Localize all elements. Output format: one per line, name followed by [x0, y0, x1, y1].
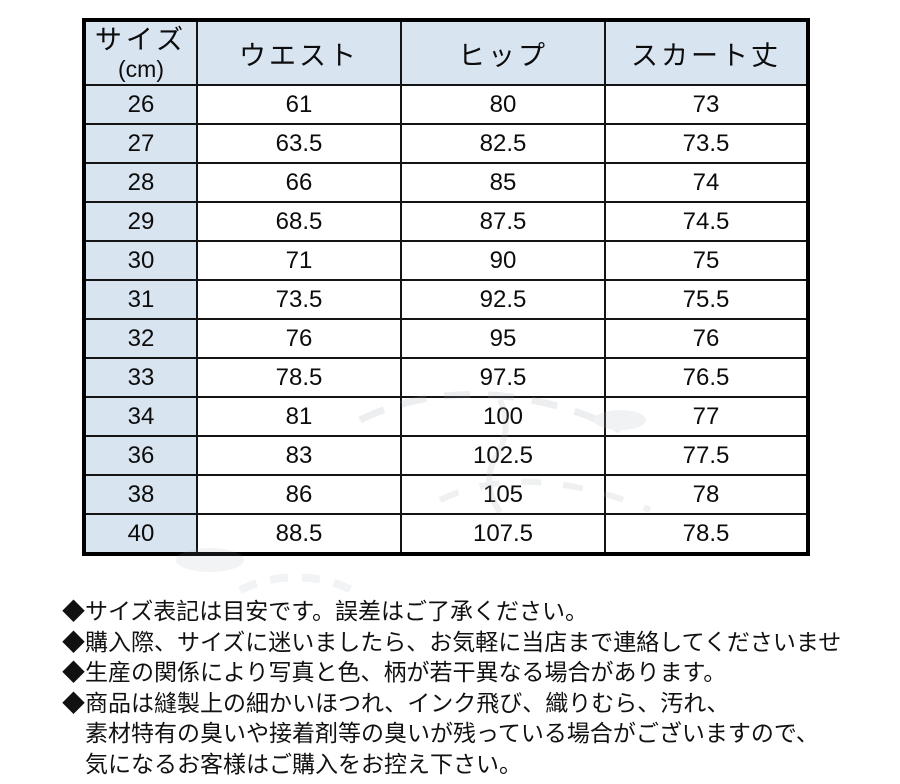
table-row: 36 83 102.5 77.5	[83, 435, 809, 476]
size-cell: 34	[83, 396, 198, 437]
size-cell: 31	[83, 279, 198, 320]
skirt-length-cell: 78.5	[604, 513, 809, 555]
table-row: 27 63.5 82.5 73.5	[83, 123, 809, 164]
note-line: 気になるお客様はご購入をお控え下さい。	[85, 750, 522, 777]
hip-cell: 85	[400, 162, 606, 203]
size-cell: 38	[83, 474, 198, 515]
note-line: ◆商品は縫製上の細かいほつれ、インク飛び、織りむら、汚れ、	[62, 689, 730, 716]
table-row: 30 71 90 75	[83, 240, 809, 281]
table-row: 33 78.5 97.5 76.5	[83, 357, 809, 398]
column-header-size: サイズ (cm)	[83, 19, 198, 86]
hip-cell: 102.5	[400, 435, 606, 476]
size-cell: 32	[83, 318, 198, 359]
waist-cell: 76	[196, 318, 402, 359]
skirt-length-cell: 78	[604, 474, 809, 515]
waist-cell: 78.5	[196, 357, 402, 398]
skirt-length-cell: 74	[604, 162, 809, 203]
waist-cell: 83	[196, 435, 402, 476]
note-line: ◆サイズ表記は目安です。誤差はご了承ください。	[62, 598, 589, 624]
skirt-length-cell: 74.5	[604, 201, 809, 242]
size-cell: 27	[83, 123, 198, 164]
size-cell: 36	[83, 435, 198, 476]
table-row: 28 66 85 74	[83, 162, 809, 203]
size-chart-table-wrap: サイズ (cm) ウエスト ヒップ スカート丈 26 61 80 73 27 6…	[82, 18, 810, 556]
hip-cell: 90	[400, 240, 606, 281]
column-header-skirt-length: スカート丈	[604, 19, 809, 86]
hip-cell: 95	[400, 318, 606, 359]
column-header-size-label: サイズ	[94, 24, 188, 55]
hip-cell: 105	[400, 474, 606, 515]
table-row: 26 61 80 73	[83, 84, 809, 125]
table-row: 32 76 95 76	[83, 318, 809, 359]
skirt-length-cell: 73	[604, 84, 809, 125]
hip-cell: 92.5	[400, 279, 606, 320]
table-row: 38 86 105 78	[83, 474, 809, 515]
hip-cell: 80	[400, 84, 606, 125]
size-cell: 33	[83, 357, 198, 398]
waist-cell: 61	[196, 84, 402, 125]
size-cell: 30	[83, 240, 198, 281]
skirt-length-cell: 76	[604, 318, 809, 359]
size-cell: 40	[83, 513, 198, 555]
waist-cell: 86	[196, 474, 402, 515]
table-row: 34 81 100 77	[83, 396, 809, 437]
waist-cell: 88.5	[196, 513, 402, 555]
size-cell: 26	[83, 84, 198, 125]
skirt-length-cell: 76.5	[604, 357, 809, 398]
table-row: 31 73.5 92.5 75.5	[83, 279, 809, 320]
note-line: 素材特有の臭いや接着剤等の臭いが残っている場合がございますので、	[85, 720, 819, 746]
skirt-length-cell: 75	[604, 240, 809, 281]
skirt-length-cell: 77	[604, 396, 809, 437]
size-chart-table: サイズ (cm) ウエスト ヒップ スカート丈 26 61 80 73 27 6…	[82, 18, 810, 556]
waist-cell: 81	[196, 396, 402, 437]
size-cell: 28	[83, 162, 198, 203]
waist-cell: 68.5	[196, 201, 402, 242]
hip-cell: 107.5	[400, 513, 606, 555]
size-cell: 29	[83, 201, 198, 242]
skirt-length-cell: 73.5	[604, 123, 809, 164]
hip-cell: 100	[400, 396, 606, 437]
column-header-waist: ウエスト	[196, 19, 402, 86]
hip-cell: 87.5	[400, 201, 606, 242]
note-line: ◆生産の関係により写真と色、柄が若干異なる場合があります。	[62, 659, 727, 685]
skirt-length-cell: 75.5	[604, 279, 809, 320]
waist-cell: 73.5	[196, 279, 402, 320]
notes-section: ◆サイズ表記は目安です。誤差はご了承ください。 ◆購入際、サイズに迷いましたら、…	[62, 596, 872, 779]
table-row: 40 88.5 107.5 78.5	[83, 513, 809, 555]
skirt-length-cell: 77.5	[604, 435, 809, 476]
hip-cell: 82.5	[400, 123, 606, 164]
hip-cell: 97.5	[400, 357, 606, 398]
table-header-row: サイズ (cm) ウエスト ヒップ スカート丈	[83, 19, 809, 86]
waist-cell: 66	[196, 162, 402, 203]
table-row: 29 68.5 87.5 74.5	[83, 201, 809, 242]
column-header-size-unit: (cm)	[118, 55, 164, 82]
note-line: ◆購入際、サイズに迷いましたら、お気軽に当店まで連絡してくださいませ	[62, 628, 842, 655]
waist-cell: 63.5	[196, 123, 402, 164]
waist-cell: 71	[196, 240, 402, 281]
column-header-hip: ヒップ	[400, 19, 606, 86]
